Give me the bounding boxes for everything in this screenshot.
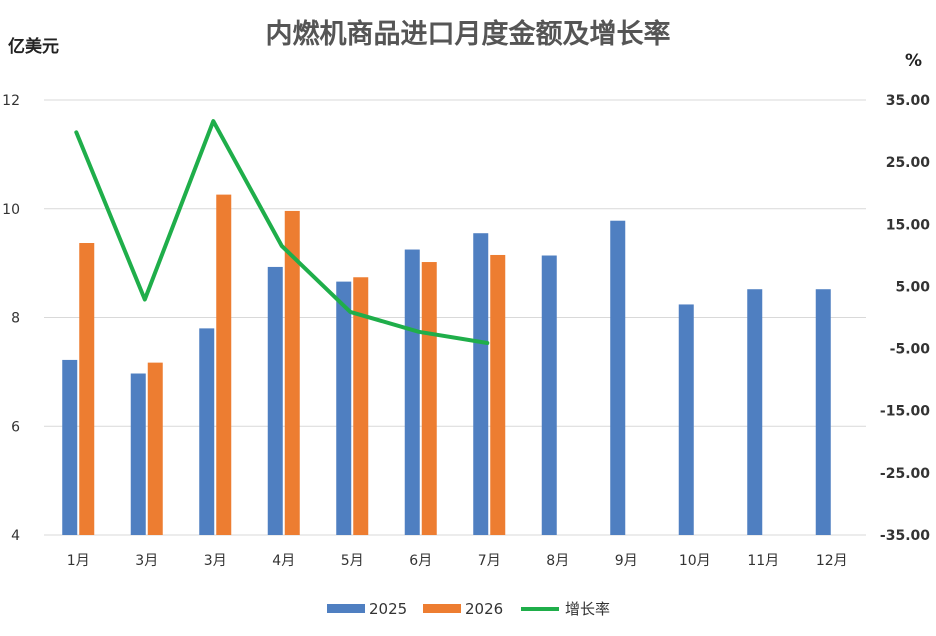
x-tick-label: 4月: [272, 553, 295, 569]
y2-tick-label: -15.00: [880, 404, 930, 420]
x-tick-label: 10月: [679, 553, 711, 569]
y-tick-label: 4: [11, 528, 20, 544]
x-tick-label: 7月: [478, 553, 501, 569]
y2-axis-label: %: [905, 51, 922, 71]
y2-tick-label: 15.00: [886, 217, 931, 233]
bar-2025-7: [473, 233, 489, 535]
bar-2026-3: [216, 194, 232, 536]
bar-2025-4: [267, 266, 283, 535]
x-tick-label: 3月: [204, 553, 227, 569]
bar-2026-1: [79, 243, 95, 535]
y2-tick-label: 35.00: [886, 93, 931, 109]
y2-tick-label: -5.00: [890, 342, 931, 358]
bar-2025-9: [610, 220, 626, 535]
y-tick-label: 8: [11, 311, 20, 327]
y-tick-label: 6: [11, 419, 20, 435]
legend-label: 2026: [465, 600, 503, 618]
bar-2026-4: [284, 210, 300, 536]
bar-2026-2: [147, 362, 163, 535]
axis-ticks: 4 6 8 10 12 -35.00 -25.00 -15.00 -5.00 5.00 15.00 2…: [2, 93, 930, 569]
bar-2025-6: [404, 249, 420, 535]
y2-tick-label: -35.00: [880, 528, 930, 544]
bar-2026-7: [490, 254, 506, 535]
y-axis-label: 亿美元: [8, 36, 59, 57]
legend-label: 2025: [369, 600, 407, 618]
x-tick-label: 3月: [135, 553, 158, 569]
x-tick-label: 9月: [615, 553, 638, 569]
legend: 2025 2026 增长率: [327, 600, 610, 618]
bar-2025-2: [130, 373, 146, 535]
x-tick-label: 8月: [546, 553, 569, 569]
legend-swatch: [327, 604, 365, 613]
bar-2025-5: [336, 281, 352, 535]
x-tick-label: 5月: [341, 553, 364, 569]
y-tick-label: 10: [2, 202, 20, 218]
line-marks: [74, 119, 490, 345]
bar-marks: [62, 194, 831, 536]
y2-tick-label: 5.00: [895, 279, 930, 295]
legend-swatch: [423, 604, 461, 613]
bar-2026-5: [353, 277, 369, 535]
x-tick-label: 1月: [67, 553, 90, 569]
y2-tick-label: -25.00: [880, 466, 930, 482]
chart-title: 内燃机商品进口月度金额及增长率: [266, 18, 671, 50]
gridlines: [44, 99, 866, 536]
x-tick-label: 11月: [747, 553, 779, 569]
x-tick-label: 12月: [816, 553, 848, 569]
y2-tick-label: 25.00: [886, 155, 931, 171]
bar-2025-8: [541, 255, 557, 535]
bar-2025-11: [747, 289, 763, 535]
bar-2025-10: [678, 304, 694, 535]
line-series-growth: [74, 119, 490, 345]
bar-2025-1: [62, 359, 78, 535]
y-tick-label: 12: [2, 93, 20, 109]
bar-2026-6: [421, 262, 437, 535]
x-tick-label: 6月: [409, 553, 432, 569]
bar-2025-12: [815, 289, 831, 535]
bar-2025-3: [199, 328, 215, 535]
legend-label: 增长率: [565, 600, 610, 618]
